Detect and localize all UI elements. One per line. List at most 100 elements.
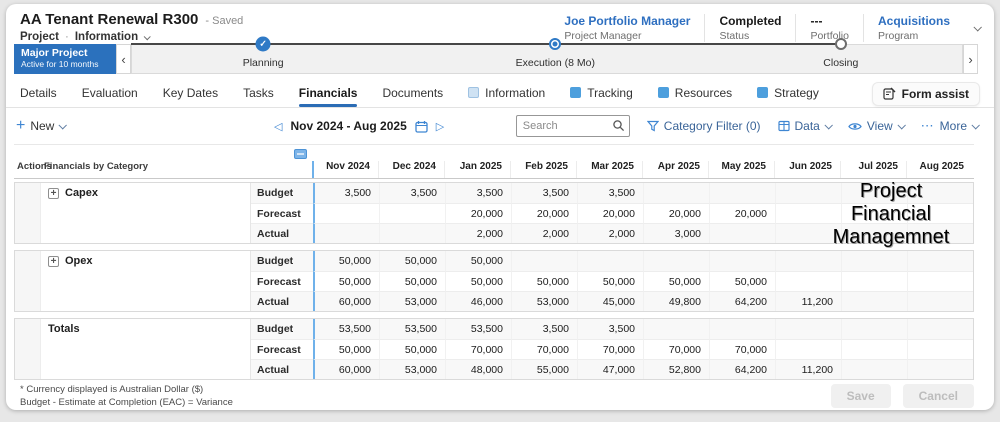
calendar-icon[interactable]	[415, 120, 428, 133]
frozen-column-icon[interactable]	[294, 149, 307, 159]
value-cell[interactable]: 3,500	[379, 183, 445, 203]
value-cell[interactable]	[709, 251, 775, 271]
value-cell[interactable]	[841, 271, 907, 291]
value-cell[interactable]: 53,500	[313, 319, 379, 339]
value-cell[interactable]	[577, 251, 643, 271]
value-cell[interactable]: 53,000	[379, 291, 445, 311]
value-cell[interactable]: 3,500	[511, 183, 577, 203]
value-cell[interactable]: 11,200	[775, 291, 841, 311]
category-filter-button[interactable]: Category Filter (0)	[647, 119, 761, 133]
value-cell[interactable]	[907, 183, 973, 203]
value-cell[interactable]	[709, 319, 775, 339]
value-cell[interactable]	[775, 183, 841, 203]
value-cell[interactable]: 46,000	[445, 291, 511, 311]
new-button[interactable]: + New	[16, 119, 65, 133]
tab-financials[interactable]: Financials	[299, 80, 358, 107]
value-cell[interactable]: 3,000	[643, 223, 709, 243]
value-cell[interactable]: 70,000	[709, 339, 775, 359]
chevron-down-icon[interactable]	[144, 33, 151, 40]
tab-tracking[interactable]: Tracking	[570, 80, 633, 107]
value-cell[interactable]	[643, 183, 709, 203]
value-cell[interactable]: 45,000	[577, 291, 643, 311]
cancel-button[interactable]: Cancel	[903, 384, 974, 408]
value-cell[interactable]	[775, 271, 841, 291]
value-cell[interactable]: 50,000	[313, 339, 379, 359]
value-cell[interactable]	[841, 183, 907, 203]
value-cell[interactable]: 48,000	[445, 359, 511, 379]
tab-resources[interactable]: Resources	[658, 80, 732, 107]
breadcrumb-project[interactable]: Project	[20, 31, 59, 43]
value-cell[interactable]: 53,000	[379, 359, 445, 379]
value-cell[interactable]	[313, 203, 379, 223]
project-manager-link[interactable]: Joe Portfolio Manager	[564, 14, 690, 28]
value-cell[interactable]: 64,200	[709, 291, 775, 311]
value-cell[interactable]	[907, 223, 973, 243]
value-cell[interactable]: 70,000	[643, 339, 709, 359]
value-cell[interactable]	[379, 223, 445, 243]
view-menu-button[interactable]: View	[848, 119, 904, 133]
value-cell[interactable]: 3,500	[313, 183, 379, 203]
value-cell[interactable]	[841, 203, 907, 223]
tab-tasks[interactable]: Tasks	[243, 80, 274, 107]
value-cell[interactable]	[643, 319, 709, 339]
value-cell[interactable]: 53,000	[511, 291, 577, 311]
value-cell[interactable]	[775, 319, 841, 339]
value-cell[interactable]: 20,000	[643, 203, 709, 223]
value-cell[interactable]: 64,200	[709, 359, 775, 379]
value-cell[interactable]	[907, 339, 973, 359]
value-cell[interactable]	[907, 271, 973, 291]
value-cell[interactable]: 50,000	[313, 251, 379, 271]
breadcrumb-section[interactable]: Information	[75, 31, 138, 43]
value-cell[interactable]	[709, 183, 775, 203]
more-menu-button[interactable]: ⋯ More	[921, 118, 978, 134]
value-cell[interactable]: 50,000	[313, 271, 379, 291]
value-cell[interactable]	[643, 251, 709, 271]
value-cell[interactable]	[775, 251, 841, 271]
tab-information[interactable]: Information	[468, 80, 545, 107]
value-cell[interactable]	[709, 223, 775, 243]
value-cell[interactable]: 50,000	[445, 251, 511, 271]
value-cell[interactable]	[907, 251, 973, 271]
value-cell[interactable]: 50,000	[577, 271, 643, 291]
value-cell[interactable]: 47,000	[577, 359, 643, 379]
expand-icon[interactable]: +	[48, 256, 59, 267]
header-collapse-chevron-icon[interactable]	[973, 23, 981, 31]
value-cell[interactable]: 50,000	[379, 271, 445, 291]
data-menu-button[interactable]: Data	[778, 119, 831, 133]
value-cell[interactable]: 53,500	[445, 319, 511, 339]
value-cell[interactable]	[907, 203, 973, 223]
value-cell[interactable]	[841, 251, 907, 271]
previous-period-button[interactable]: ◁	[274, 120, 282, 133]
value-cell[interactable]: 50,000	[709, 271, 775, 291]
value-cell[interactable]: 53,500	[379, 319, 445, 339]
value-cell[interactable]: 50,000	[379, 251, 445, 271]
value-cell[interactable]: 52,800	[643, 359, 709, 379]
value-cell[interactable]: 60,000	[313, 359, 379, 379]
value-cell[interactable]	[775, 339, 841, 359]
value-cell[interactable]: 70,000	[511, 339, 577, 359]
value-cell[interactable]: 50,000	[379, 339, 445, 359]
value-cell[interactable]: 3,500	[577, 319, 643, 339]
value-cell[interactable]	[841, 291, 907, 311]
value-cell[interactable]	[313, 223, 379, 243]
value-cell[interactable]	[511, 251, 577, 271]
save-button[interactable]: Save	[831, 384, 891, 408]
value-cell[interactable]	[775, 203, 841, 223]
value-cell[interactable]: 3,500	[511, 319, 577, 339]
value-cell[interactable]	[907, 359, 973, 379]
timeline-scroll-right-button[interactable]: ›	[963, 44, 978, 74]
value-cell[interactable]: 55,000	[511, 359, 577, 379]
value-cell[interactable]: 49,800	[643, 291, 709, 311]
value-cell[interactable]	[775, 223, 841, 243]
tab-details[interactable]: Details	[20, 80, 57, 107]
value-cell[interactable]	[379, 203, 445, 223]
value-cell[interactable]	[841, 319, 907, 339]
next-period-button[interactable]: ▷	[436, 120, 444, 133]
tab-documents[interactable]: Documents	[382, 80, 443, 107]
value-cell[interactable]	[841, 339, 907, 359]
tab-key-dates[interactable]: Key Dates	[163, 80, 218, 107]
value-cell[interactable]: 2,000	[445, 223, 511, 243]
value-cell[interactable]: 70,000	[445, 339, 511, 359]
value-cell[interactable]: 20,000	[577, 203, 643, 223]
value-cell[interactable]: 2,000	[577, 223, 643, 243]
